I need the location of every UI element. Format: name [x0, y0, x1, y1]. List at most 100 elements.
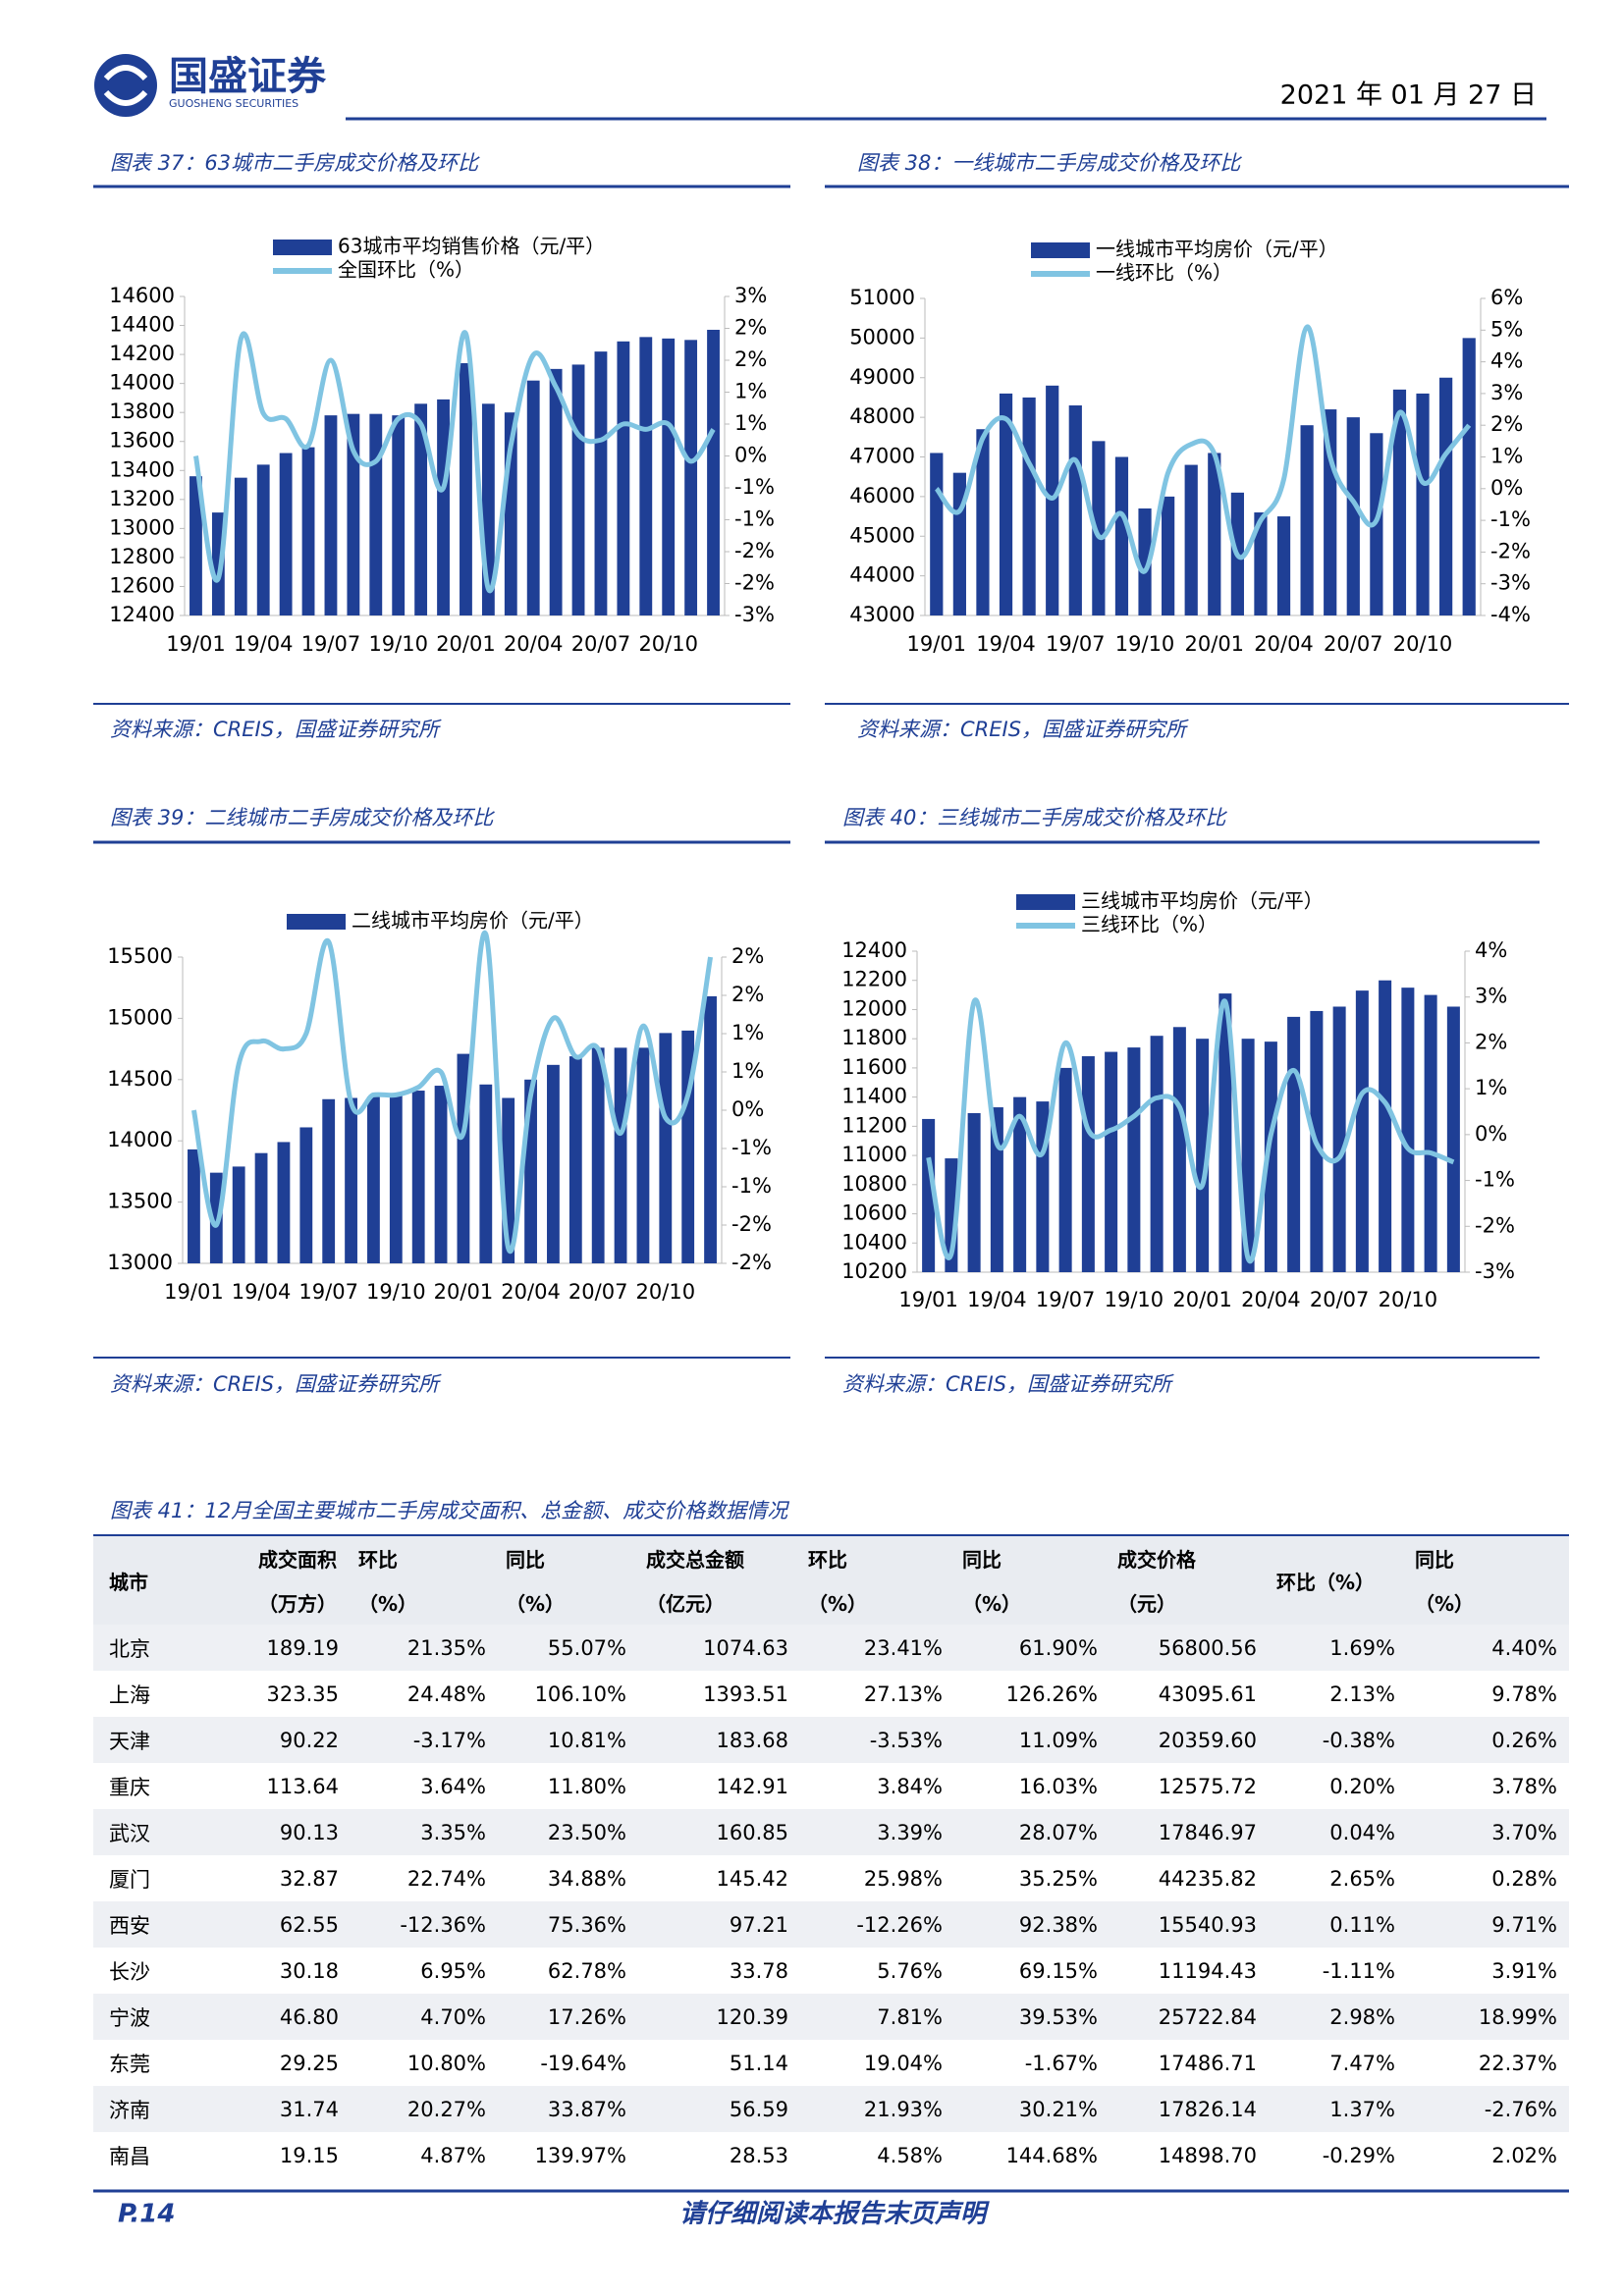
y2-tick-label: 1%: [1475, 1076, 1507, 1099]
table-cell: 31.74: [250, 2086, 351, 2132]
bar: [392, 415, 406, 615]
bar: [704, 995, 717, 1263]
bar: [976, 429, 990, 615]
bar: [414, 403, 428, 615]
chart-caption: 图表 39：二线城市二手房成交价格及环比: [110, 806, 495, 829]
x-tick-label: 19/01: [898, 1288, 958, 1311]
table-cell: 51.14: [729, 2051, 788, 2075]
bar: [1150, 1036, 1164, 1272]
table-cell: 9.78%: [1491, 1682, 1557, 1706]
chart-caption: 图表 40：三线城市二手房成交价格及环比: [842, 806, 1227, 829]
y2-tick-label: 5%: [1490, 317, 1523, 341]
y-tick-label: 14500: [107, 1067, 173, 1091]
bar: [1058, 1067, 1072, 1272]
y-tick-label: 12400: [841, 938, 907, 962]
header-cell: （%）: [498, 1580, 638, 1625]
bar: [1196, 1039, 1210, 1272]
table-row: 东莞 29.25 10.80% -19.64% 51.14 19.04% -1.67% 174…: [93, 2040, 1569, 2086]
table-cell: 33.87%: [498, 2086, 638, 2132]
x-tick-label: 19/04: [232, 1280, 292, 1304]
table-cell: 323.35: [266, 1682, 339, 1706]
table-cell: 2.98%: [1269, 1994, 1407, 2040]
table-cell: 0.11%: [1269, 1901, 1407, 1948]
legend-swatch: [1016, 894, 1075, 910]
table-cell: 62.78%: [547, 1958, 626, 1983]
table-cell: 11.09%: [954, 1717, 1110, 1763]
y2-tick-label: -1%: [734, 475, 775, 499]
footer-notice: 请仔细阅读本报告末页声明: [679, 2200, 990, 2229]
table-cell: 144.68%: [1005, 2143, 1098, 2167]
header-cell: 同比: [1407, 1535, 1569, 1580]
table-cell: 20359.60: [1110, 1717, 1269, 1763]
y-tick-label: 13200: [109, 487, 175, 510]
legend-label: 一线环比（%）: [1096, 261, 1232, 285]
bar: [659, 1033, 673, 1263]
table-cell: 12575.72: [1158, 1774, 1257, 1798]
logo-mark: [103, 65, 148, 106]
x-tick-label: 19/07: [301, 632, 361, 656]
x-tick-label: 19/01: [166, 632, 226, 656]
x-tick-label: 19/10: [1115, 632, 1175, 656]
y-tick-label: 12200: [841, 968, 907, 991]
table-cell: 189.19: [250, 1625, 351, 1671]
y-tick-label: 14400: [109, 313, 175, 337]
table-cell: 西安: [93, 1901, 250, 1948]
y-tick-label: 15500: [107, 944, 173, 968]
y2-tick-label: 2%: [731, 983, 764, 1006]
x-tick-label: 20/07: [568, 1280, 628, 1304]
bar: [1208, 453, 1221, 615]
header-cell: （%）: [800, 1580, 954, 1625]
header-cell: 同比: [498, 1535, 638, 1580]
table-cell: 183.68: [638, 1717, 800, 1763]
table-cell: 18.99%: [1407, 1994, 1569, 2040]
bar: [188, 1148, 200, 1263]
y2-tick-label: -2%: [731, 1251, 772, 1274]
table-cell: 7.81%: [800, 1994, 954, 2040]
table-cell: 17826.14: [1110, 2086, 1269, 2132]
y2-tick-label: 4%: [1475, 938, 1507, 962]
y2-tick-label: -2%: [734, 571, 775, 595]
y-tick-label: 13800: [109, 400, 175, 423]
bar: [568, 1056, 582, 1263]
bar: [277, 1142, 291, 1263]
table-cell: 61.90%: [954, 1625, 1110, 1671]
y-tick-label: 10600: [841, 1201, 907, 1225]
header-cell: 成交价格: [1110, 1535, 1269, 1580]
y-tick-label: 14000: [109, 371, 175, 395]
table-cell: 23.50%: [498, 1809, 638, 1855]
bar: [437, 399, 450, 615]
y-tick-label: 11600: [841, 1055, 907, 1079]
legend-label: 全国环比（%）: [338, 258, 474, 282]
y-tick-label: 11200: [841, 1113, 907, 1137]
y2-tick-label: -4%: [1490, 603, 1531, 626]
legend-swatch: [287, 914, 346, 930]
x-tick-label: 20/07: [1310, 1288, 1370, 1311]
bar: [256, 464, 270, 615]
bar: [234, 477, 247, 615]
header-cell: （%）: [1407, 1580, 1569, 1625]
y2-tick-label: 1%: [734, 411, 767, 435]
bar: [345, 1097, 357, 1263]
table-cell: 35.25%: [1018, 1866, 1098, 1891]
table-row: 宁波 46.80 4.70% 17.26% 120.39 7.81% 39.53% 25722…: [93, 1994, 1569, 2040]
y-tick-label: 10200: [841, 1259, 907, 1283]
chart-caption: 图表 37：63城市二手房成交价格及环比: [110, 151, 480, 175]
table-cell: 97.21: [638, 1901, 800, 1948]
header-row: 城市 成交面积 环比 同比 成交总金额 环比 同比 成交价格 环比（%） 同比: [93, 1535, 1569, 1625]
table-row: 天津 90.22 -3.17% 10.81% 183.68 -3.53% 11.09% 203…: [93, 1717, 1569, 1763]
bar: [299, 1127, 313, 1263]
bar: [967, 1112, 981, 1272]
table-cell: 56800.56: [1110, 1625, 1269, 1671]
bar: [1081, 1056, 1095, 1272]
bar: [1172, 1027, 1186, 1272]
line-series: [926, 997, 1455, 1264]
bar: [1264, 1041, 1277, 1272]
legend-label: 三线城市平均房价（元/平）: [1081, 889, 1324, 913]
y2-tick-label: -2%: [731, 1212, 772, 1236]
bar: [707, 329, 720, 615]
y-tick-label: 12000: [841, 996, 907, 1020]
table-cell: 75.36%: [498, 1901, 638, 1948]
bar: [1114, 456, 1129, 615]
bar: [1355, 990, 1369, 1272]
